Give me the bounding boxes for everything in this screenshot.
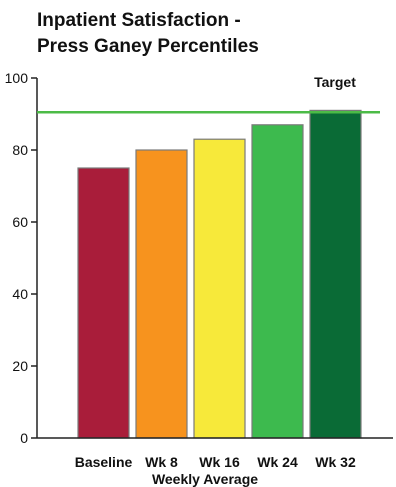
y-tick-label: 80 <box>12 142 28 158</box>
y-tick-label: 20 <box>12 358 28 374</box>
y-tick-label: 60 <box>12 214 28 230</box>
target-label: Target <box>314 74 356 90</box>
bar-baseline <box>77 167 130 439</box>
bar-wk-8 <box>135 149 188 439</box>
y-tick-label: 0 <box>20 430 28 446</box>
x-tick-label: Baseline <box>75 454 133 470</box>
y-axis: 0 20 40 60 80 100 <box>5 70 38 446</box>
x-tick-label: Wk 32 <box>315 454 356 470</box>
bar-wk-16 <box>193 138 246 439</box>
bar-wk-24 <box>251 124 304 439</box>
x-tick-label: Wk 24 <box>257 454 298 470</box>
chart-title-line-1: Inpatient Satisfaction - <box>37 10 241 31</box>
x-tick-label: Wk 8 <box>145 454 178 470</box>
chart-title: Inpatient Satisfaction - Press Ganey Per… <box>37 8 259 60</box>
x-axis-title: Weekly Average <box>152 471 258 487</box>
y-tick-label: 100 <box>5 70 29 86</box>
y-tick-label: 40 <box>12 286 28 302</box>
bars <box>77 109 362 439</box>
bar-wk-32 <box>309 109 362 439</box>
target-line-group: Target <box>37 74 380 114</box>
x-tick-label: Wk 16 <box>199 454 240 470</box>
x-axis: Baseline Wk 8 Wk 16 Wk 24 Wk 32 Weekly Averag… <box>37 437 393 487</box>
chart-title-line-2: Press Ganey Percentiles <box>37 36 259 57</box>
